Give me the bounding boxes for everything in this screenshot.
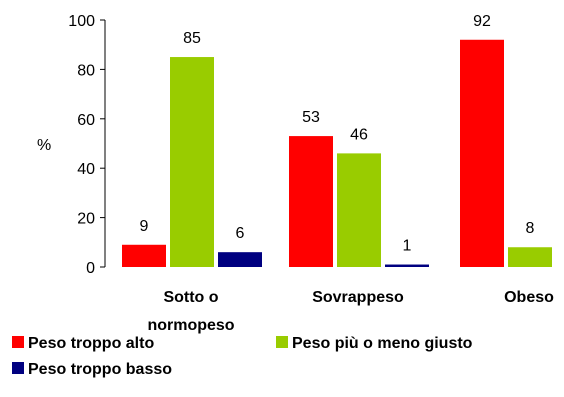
bar [289,136,333,267]
category-label: Sotto o [163,289,218,306]
y-tick-label: 60 [77,112,95,129]
category-label: Sovrappeso [312,289,404,306]
bar [460,39,504,268]
legend-swatch [12,362,24,374]
legend-label: Peso troppo alto [28,335,154,352]
y-tick-label: 20 [77,211,95,228]
y-axis-label: % [37,137,51,154]
category-label: Obeso [504,289,554,306]
legend-swatch [12,336,24,348]
y-tick-label: 100 [68,13,95,30]
data-label: 85 [183,30,201,47]
legend-label: Peso più o meno giusto [292,335,473,352]
data-label: 53 [302,109,320,126]
bar [218,252,262,267]
bar [170,57,214,267]
data-label: 9 [140,218,149,235]
bar [122,244,166,267]
data-label: 6 [236,225,245,242]
bar [337,153,381,267]
category-label: normopeso [147,317,234,334]
legend-swatch [276,336,288,348]
y-tick-label: 80 [77,62,95,79]
y-tick-label: 40 [77,161,95,178]
legend-label: Peso troppo basso [28,361,172,378]
data-label: 92 [473,13,491,30]
data-label: 46 [350,126,368,143]
y-tick-label: 0 [86,260,95,277]
data-label: 1 [403,238,412,255]
data-label: 8 [526,220,535,237]
bar [385,264,429,267]
bar [508,247,552,267]
